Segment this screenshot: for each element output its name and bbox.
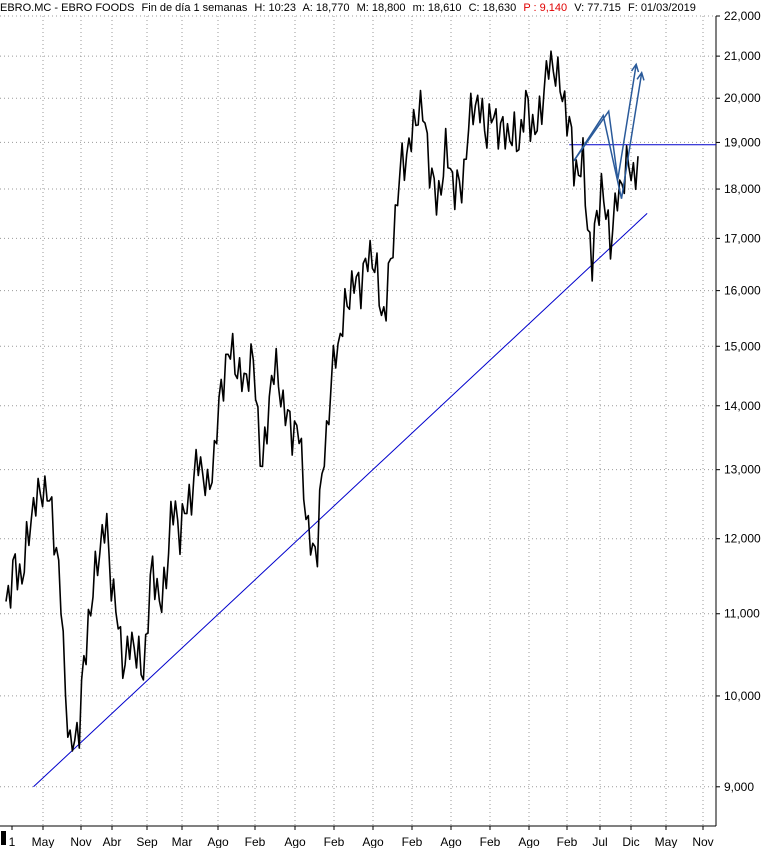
- date-value: F: 01/03/2019: [627, 2, 696, 14]
- x-tick-label: Abr: [103, 835, 122, 848]
- x-tick-label: Ago: [440, 835, 462, 848]
- projection-arrowhead: [636, 70, 645, 81]
- close-value: C: 18,630: [468, 2, 517, 14]
- x-tick-label: May: [655, 835, 678, 848]
- change-value: P : 9,140: [523, 2, 568, 14]
- high-value: M: 18,800: [356, 2, 406, 14]
- y-tick-label: 16,000: [724, 284, 761, 298]
- x-tick-label: Feb: [245, 835, 266, 848]
- time-value: H: 10:23: [254, 2, 296, 14]
- period-label: Fin de día 1 semanas: [141, 2, 248, 14]
- low-value: m: 18,610: [412, 2, 462, 14]
- y-tick-label: 21,000: [724, 49, 761, 63]
- x-tick-label: Feb: [480, 835, 501, 848]
- x-tick-label: Ago: [362, 835, 384, 848]
- x-tick-label: Sep: [136, 835, 158, 848]
- y-tick-label: 10,000: [724, 689, 761, 703]
- y-tick-label: 9,000: [724, 780, 754, 794]
- x-tick-label: Feb: [402, 835, 423, 848]
- volume-value: V: 77.715: [574, 2, 621, 14]
- y-tick-label: 20,000: [724, 91, 761, 105]
- y-tick-label: 15,000: [724, 339, 761, 353]
- y-tick-label: 12,000: [724, 532, 761, 546]
- x-tick-label: May: [32, 835, 55, 848]
- symbol-label: EBRO.MC - EBRO FOODS: [0, 2, 135, 14]
- y-tick-label: 13,000: [724, 463, 761, 477]
- x-tick-label: Mar: [172, 835, 193, 848]
- x-tick-label: Nov: [692, 835, 713, 848]
- x-tick-label: Nov: [70, 835, 91, 848]
- open-value: A: 18,770: [302, 2, 350, 14]
- trendline: [33, 212, 648, 788]
- y-tick-label: 22,000: [724, 9, 761, 23]
- x-tick-label: Feb: [557, 835, 578, 848]
- y-tick-label: 19,000: [724, 135, 761, 149]
- scroll-left-icon: [1, 831, 6, 845]
- chart-info-bar: EBRO.MC - EBRO FOODS Fin de día 1 semana…: [0, 0, 716, 16]
- y-tick-label: 17,000: [724, 231, 761, 245]
- y-tick-label: 11,000: [724, 607, 760, 621]
- price-series-line: [5, 50, 639, 752]
- projection-path: [573, 72, 643, 199]
- x-tick-label: 1: [9, 835, 16, 848]
- x-tick-label: Ago: [518, 835, 540, 848]
- y-tick-label: 14,000: [724, 399, 761, 413]
- x-tick-label: Feb: [324, 835, 345, 848]
- x-tick-label: Ago: [207, 835, 229, 848]
- x-tick-label: Jul: [592, 835, 607, 848]
- projection-arrowhead: [630, 62, 640, 73]
- x-tick-label: Dic: [622, 835, 639, 848]
- x-tick-label: Ago: [284, 835, 306, 848]
- y-tick-label: 18,000: [724, 182, 761, 196]
- projection-path: [573, 64, 637, 180]
